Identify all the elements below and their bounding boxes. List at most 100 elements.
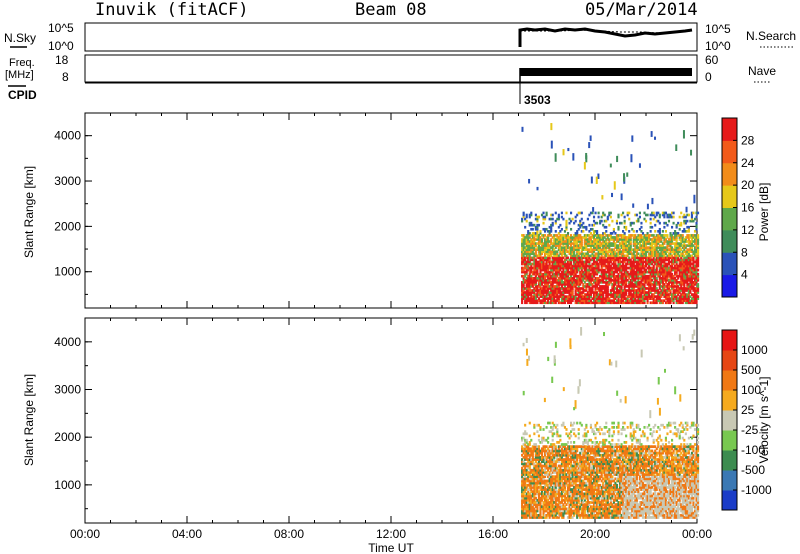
data-cell — [652, 289, 655, 292]
data-cell — [565, 289, 568, 292]
data-cell — [534, 483, 537, 487]
data-cell — [521, 126, 524, 132]
data-cell — [553, 456, 556, 459]
data-cell — [559, 475, 562, 479]
data-cell — [658, 291, 661, 294]
data-cell — [602, 281, 605, 284]
data-cell — [657, 289, 660, 292]
data-cell — [666, 266, 669, 270]
data-cell — [522, 236, 525, 239]
data-cell — [579, 287, 582, 290]
data-cell — [522, 289, 525, 292]
data-cell — [568, 262, 571, 266]
data-cell — [657, 262, 660, 266]
velocity-ylabel: Slant Range [km] — [22, 374, 36, 466]
data-cell — [585, 252, 588, 256]
data-cell — [574, 272, 577, 276]
data-cell — [600, 238, 603, 241]
data-cell — [554, 468, 557, 472]
data-cell — [557, 240, 560, 243]
data-cell — [554, 471, 557, 474]
data-cell — [524, 252, 527, 256]
data-cell — [640, 278, 643, 282]
data-cell — [551, 449, 554, 453]
data-cell — [556, 477, 559, 481]
data-cell — [592, 219, 596, 223]
data-cell — [661, 266, 664, 270]
data-cell — [573, 283, 576, 286]
data-cell — [553, 488, 556, 491]
data-cell — [570, 483, 573, 487]
data-cell — [646, 242, 649, 245]
data-cell — [594, 283, 597, 286]
data-cell — [530, 516, 533, 519]
data-cell — [534, 266, 537, 270]
data-cell — [678, 264, 681, 268]
data-cell — [527, 447, 530, 451]
data-cell — [616, 155, 619, 163]
data-cell — [637, 299, 640, 303]
data-cell — [692, 219, 695, 223]
data-cell — [536, 466, 539, 470]
data-cell — [599, 293, 602, 296]
data-cell — [596, 283, 599, 286]
data-cell — [557, 509, 560, 513]
data-cell — [672, 221, 675, 225]
data-cell — [649, 266, 652, 270]
data-cell — [534, 281, 537, 284]
data-cell — [542, 291, 545, 294]
data-cell — [560, 262, 563, 266]
data-cell — [693, 293, 697, 296]
data-cell — [537, 445, 541, 449]
data-cell — [583, 289, 586, 292]
data-cell — [614, 268, 617, 272]
data-cell — [603, 250, 606, 254]
data-cell — [534, 301, 537, 305]
data-cell — [652, 301, 655, 305]
data-cell — [594, 272, 597, 276]
data-cell — [556, 481, 559, 485]
data-cell — [554, 492, 557, 496]
data-cell — [521, 297, 524, 300]
data-cell — [675, 252, 678, 256]
data-cell — [536, 272, 539, 276]
data-cell — [586, 301, 589, 305]
data-cell — [597, 297, 600, 300]
data-cell — [531, 513, 534, 517]
data-cell — [533, 238, 536, 241]
data-cell — [571, 496, 574, 500]
data-cell — [680, 221, 683, 225]
data-cell — [539, 268, 542, 272]
data-cell — [658, 299, 661, 303]
data-cell — [554, 238, 557, 241]
data-cell — [579, 264, 582, 268]
data-cell — [536, 262, 539, 266]
data-cell — [540, 447, 544, 451]
data-cell — [545, 274, 548, 278]
data-cell — [553, 496, 556, 500]
data-cell — [614, 246, 617, 249]
data-cell — [580, 254, 583, 258]
data-cell — [608, 260, 611, 264]
data-cell — [565, 276, 568, 280]
data-cell — [574, 274, 577, 278]
data-cell — [623, 221, 626, 225]
data-cell — [666, 213, 669, 217]
data-cell — [625, 272, 628, 276]
data-cell — [566, 283, 570, 286]
data-cell — [521, 270, 524, 274]
data-cell — [666, 274, 669, 278]
data-cell — [524, 501, 527, 504]
data-cell — [677, 242, 680, 245]
data-cell — [605, 258, 608, 262]
data-cell — [663, 274, 666, 278]
data-cell — [625, 274, 628, 278]
data-cell — [521, 285, 524, 288]
data-cell — [568, 248, 571, 252]
data-cell — [542, 244, 545, 247]
data-cell — [672, 283, 675, 286]
data-cell — [680, 238, 683, 241]
data-cell — [632, 262, 635, 266]
data-cell — [548, 217, 551, 221]
data-cell — [626, 244, 629, 247]
